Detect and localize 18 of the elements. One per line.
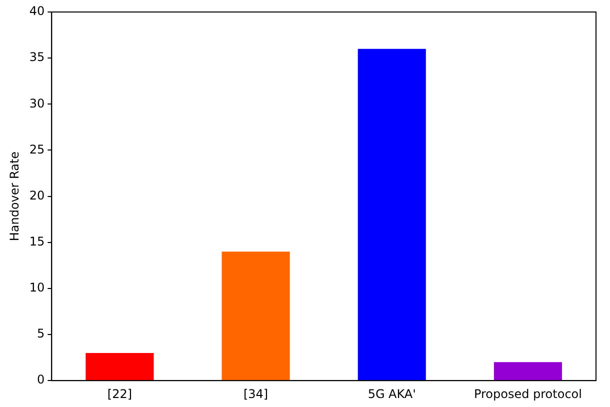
x-tick-label: [34] [243, 386, 268, 401]
bar [222, 252, 290, 380]
x-tick-label: Proposed protocol [474, 386, 582, 401]
y-tick-label: 5 [37, 326, 45, 341]
y-tick-label: 10 [29, 280, 45, 295]
y-tick-label: 30 [29, 96, 45, 110]
y-tick-label: 40 [29, 4, 45, 18]
y-tick-label: 0 [37, 372, 45, 387]
y-tick-label: 20 [29, 188, 45, 202]
y-tick-label: 35 [29, 50, 45, 64]
x-tick-label: [22] [107, 386, 132, 401]
bar [494, 362, 562, 380]
y-tick-label: 15 [29, 234, 45, 248]
y-axis-title: Handover Rate [7, 151, 22, 242]
y-tick-label: 25 [29, 142, 45, 156]
bar [358, 48, 426, 380]
x-tick-label: 5G AKA' [368, 386, 416, 401]
bar [86, 352, 154, 380]
